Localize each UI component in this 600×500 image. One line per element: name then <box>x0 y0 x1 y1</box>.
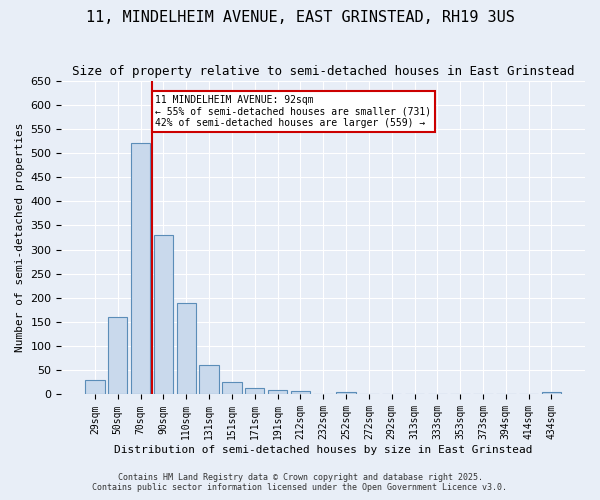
Bar <box>199 366 219 394</box>
Bar <box>85 380 104 394</box>
Text: 11, MINDELHEIM AVENUE, EAST GRINSTEAD, RH19 3US: 11, MINDELHEIM AVENUE, EAST GRINSTEAD, R… <box>86 10 514 25</box>
Bar <box>131 144 150 394</box>
Title: Size of property relative to semi-detached houses in East Grinstead: Size of property relative to semi-detach… <box>72 65 574 78</box>
Bar <box>290 391 310 394</box>
Text: 11 MINDELHEIM AVENUE: 92sqm
← 55% of semi-detached houses are smaller (731)
42% : 11 MINDELHEIM AVENUE: 92sqm ← 55% of sem… <box>155 95 431 128</box>
Bar <box>108 317 127 394</box>
Bar <box>176 302 196 394</box>
Y-axis label: Number of semi-detached properties: Number of semi-detached properties <box>15 123 25 352</box>
Bar <box>245 388 265 394</box>
Bar <box>268 390 287 394</box>
Bar <box>542 392 561 394</box>
Bar <box>337 392 356 394</box>
Text: Contains HM Land Registry data © Crown copyright and database right 2025.
Contai: Contains HM Land Registry data © Crown c… <box>92 472 508 492</box>
X-axis label: Distribution of semi-detached houses by size in East Grinstead: Distribution of semi-detached houses by … <box>114 445 532 455</box>
Bar <box>154 235 173 394</box>
Bar <box>222 382 242 394</box>
